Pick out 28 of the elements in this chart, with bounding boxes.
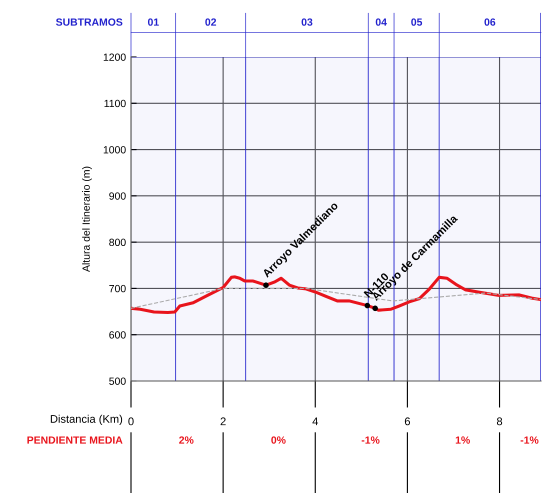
text: 2% [179, 436, 194, 444]
y-tick-label: 700 [109, 284, 126, 292]
band-label: 06 [484, 18, 496, 26]
band-label: 01 [148, 18, 159, 26]
band-label: 04 [376, 18, 387, 26]
y-tick-label: 800 [109, 238, 126, 246]
band-label: 05 [411, 18, 422, 26]
text: 0% [271, 436, 286, 444]
x-tick-label: 6 [404, 417, 410, 426]
text: 1% [456, 436, 470, 444]
text: SUBTRAMOS [56, 18, 122, 26]
band-label: 03 [302, 18, 312, 26]
y-tick-label: 1200 [104, 54, 126, 61]
y-tick-label: 600 [109, 331, 126, 339]
band-label: 02 [205, 18, 216, 26]
text: -1% [520, 436, 538, 444]
y-tick-label: 1100 [104, 100, 126, 108]
y-tick-label: 1000 [104, 146, 126, 154]
y-tick-label: 900 [109, 192, 126, 200]
x-tick-label: 0 [128, 417, 134, 426]
y-tick-label: 500 [109, 378, 126, 385]
y-axis-title: Altura del Itinerario (m) [82, 166, 92, 272]
text: -1% [362, 436, 380, 444]
x-tick-label: 2 [220, 417, 226, 426]
x-tick-label: 4 [312, 418, 318, 426]
x-tick-label: 8 [496, 417, 502, 426]
text: PENDIENTE MEDIA [27, 436, 123, 444]
x-axis-title: Distancia (Km) [50, 414, 122, 426]
